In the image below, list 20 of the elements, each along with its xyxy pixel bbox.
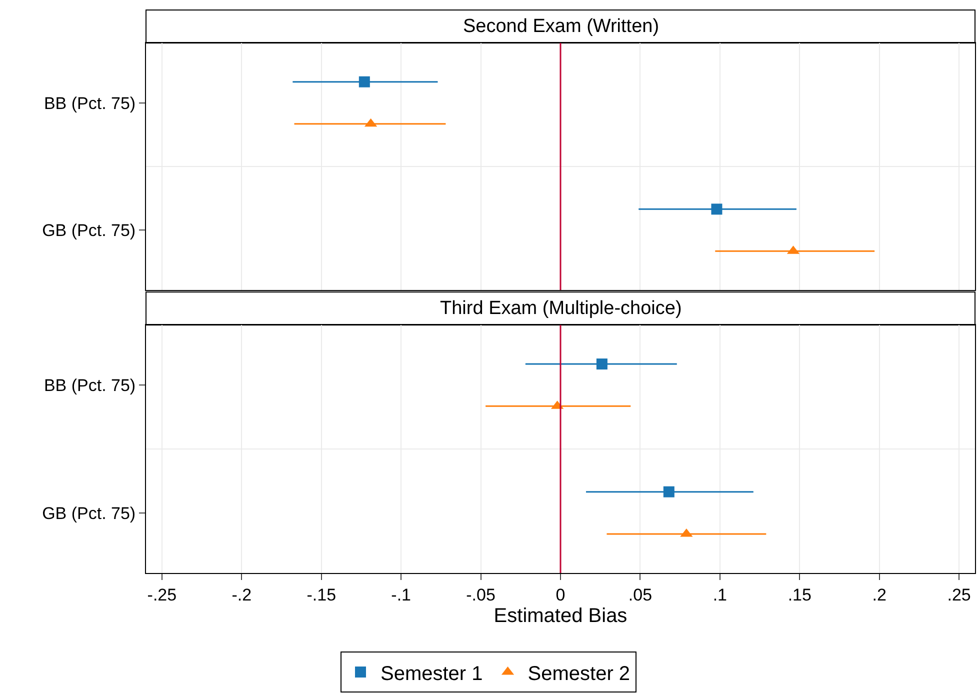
chart-title: Third Exam (Multiple-choice)	[440, 298, 682, 319]
x-tick-label: .25	[947, 585, 971, 604]
x-tick-label: -.15	[306, 585, 336, 604]
x-axis-title: Estimated Bias	[494, 604, 628, 627]
x-tick-label: .15	[788, 585, 812, 604]
x-tick-label: -.25	[147, 585, 177, 604]
x-tick-label: .05	[628, 585, 652, 604]
x-tick-label: -.2	[232, 585, 252, 604]
chart-title: Second Exam (Written)	[463, 16, 660, 37]
legend-label: Semester 2	[528, 662, 630, 685]
y-tick-label: BB (Pct. 75)	[44, 94, 136, 113]
x-tick-label: .1	[712, 585, 728, 604]
x-tick-label: 0	[556, 585, 566, 604]
y-tick-label: BB (Pct. 75)	[44, 376, 136, 396]
y-tick-label: GB (Pct. 75)	[42, 504, 136, 523]
legend-label: Semester 1	[380, 662, 483, 685]
x-tick-label: .2	[872, 585, 886, 604]
y-tick-label: GB (Pct. 75)	[42, 221, 136, 240]
x-tick-label: -.05	[466, 585, 496, 604]
x-tick-label: -.1	[391, 585, 411, 604]
